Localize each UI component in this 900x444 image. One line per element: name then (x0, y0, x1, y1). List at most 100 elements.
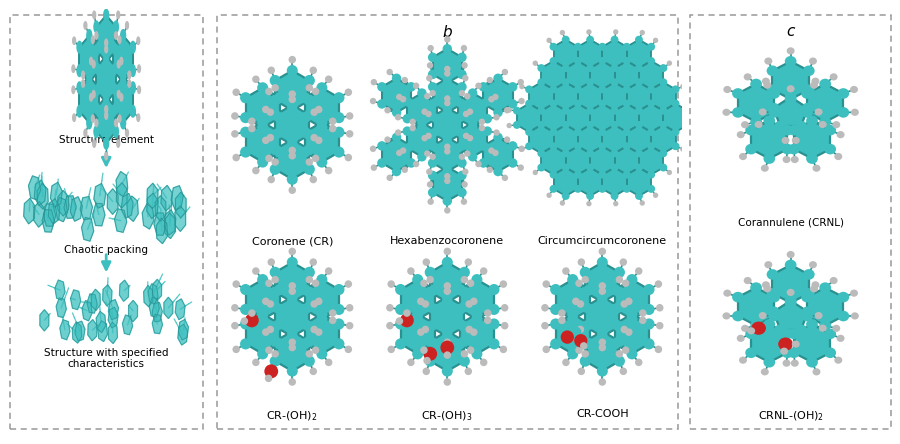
Circle shape (232, 280, 240, 288)
Circle shape (426, 111, 432, 117)
Circle shape (300, 304, 310, 315)
Circle shape (680, 84, 686, 89)
Circle shape (508, 158, 518, 168)
Circle shape (762, 281, 770, 289)
Polygon shape (155, 196, 166, 221)
Circle shape (402, 97, 412, 107)
Circle shape (635, 36, 643, 44)
Circle shape (760, 368, 769, 376)
Polygon shape (305, 314, 338, 353)
Circle shape (626, 348, 637, 359)
Circle shape (626, 329, 633, 336)
Circle shape (806, 115, 818, 126)
Polygon shape (93, 203, 105, 226)
Circle shape (444, 178, 451, 184)
Circle shape (262, 106, 269, 113)
Circle shape (767, 288, 778, 299)
Circle shape (493, 166, 503, 176)
Circle shape (112, 61, 119, 74)
Circle shape (626, 309, 637, 320)
Circle shape (410, 119, 416, 125)
Circle shape (803, 65, 815, 76)
Circle shape (248, 125, 256, 132)
Circle shape (723, 109, 731, 116)
Circle shape (803, 84, 815, 95)
Polygon shape (554, 83, 578, 111)
Circle shape (507, 123, 512, 128)
Circle shape (426, 75, 433, 81)
Circle shape (781, 348, 793, 358)
Circle shape (287, 291, 298, 302)
Circle shape (287, 105, 298, 116)
Circle shape (671, 85, 680, 93)
Circle shape (424, 151, 430, 157)
Polygon shape (518, 104, 541, 132)
Circle shape (407, 267, 415, 275)
Polygon shape (152, 302, 162, 322)
Circle shape (745, 125, 757, 135)
Circle shape (778, 337, 793, 351)
Circle shape (745, 348, 757, 358)
Circle shape (103, 56, 110, 68)
Circle shape (462, 62, 468, 69)
Circle shape (270, 129, 281, 140)
Circle shape (809, 57, 817, 65)
Circle shape (489, 304, 500, 315)
Circle shape (647, 185, 655, 193)
Circle shape (623, 85, 631, 93)
Circle shape (610, 149, 618, 157)
Circle shape (518, 98, 525, 104)
Circle shape (739, 153, 747, 160)
Polygon shape (458, 123, 487, 156)
Circle shape (311, 87, 320, 95)
Circle shape (562, 78, 570, 86)
Circle shape (562, 359, 570, 366)
Circle shape (127, 71, 131, 79)
Circle shape (444, 378, 451, 386)
Circle shape (781, 329, 793, 339)
Circle shape (574, 185, 582, 193)
Text: CR-(OH)$_3$: CR-(OH)$_3$ (421, 409, 473, 423)
Circle shape (550, 57, 557, 65)
Circle shape (482, 127, 492, 136)
Circle shape (457, 141, 467, 151)
Circle shape (492, 94, 499, 100)
Circle shape (613, 201, 618, 206)
Circle shape (693, 107, 698, 113)
Circle shape (112, 44, 119, 57)
Circle shape (457, 99, 467, 109)
Circle shape (401, 77, 408, 83)
Circle shape (402, 143, 412, 153)
Circle shape (801, 107, 813, 118)
Circle shape (467, 279, 474, 287)
Circle shape (792, 341, 800, 348)
Circle shape (671, 142, 680, 150)
Circle shape (130, 64, 136, 77)
Circle shape (768, 103, 779, 113)
Circle shape (652, 38, 658, 43)
Circle shape (586, 163, 594, 171)
Circle shape (787, 251, 795, 258)
Circle shape (117, 36, 122, 44)
Polygon shape (408, 93, 436, 127)
Circle shape (120, 116, 126, 130)
Polygon shape (305, 123, 338, 162)
Circle shape (304, 144, 315, 155)
Circle shape (537, 107, 545, 115)
Circle shape (442, 297, 453, 308)
Circle shape (328, 309, 337, 317)
Circle shape (467, 135, 473, 141)
Polygon shape (246, 123, 279, 162)
Circle shape (422, 368, 430, 375)
Polygon shape (566, 104, 590, 132)
Circle shape (248, 118, 256, 125)
Circle shape (609, 318, 620, 329)
Circle shape (760, 165, 769, 172)
Circle shape (598, 185, 607, 193)
Circle shape (654, 280, 662, 288)
Circle shape (428, 129, 437, 138)
Circle shape (270, 287, 281, 298)
Circle shape (110, 81, 116, 94)
Circle shape (781, 137, 789, 144)
Circle shape (287, 99, 298, 111)
